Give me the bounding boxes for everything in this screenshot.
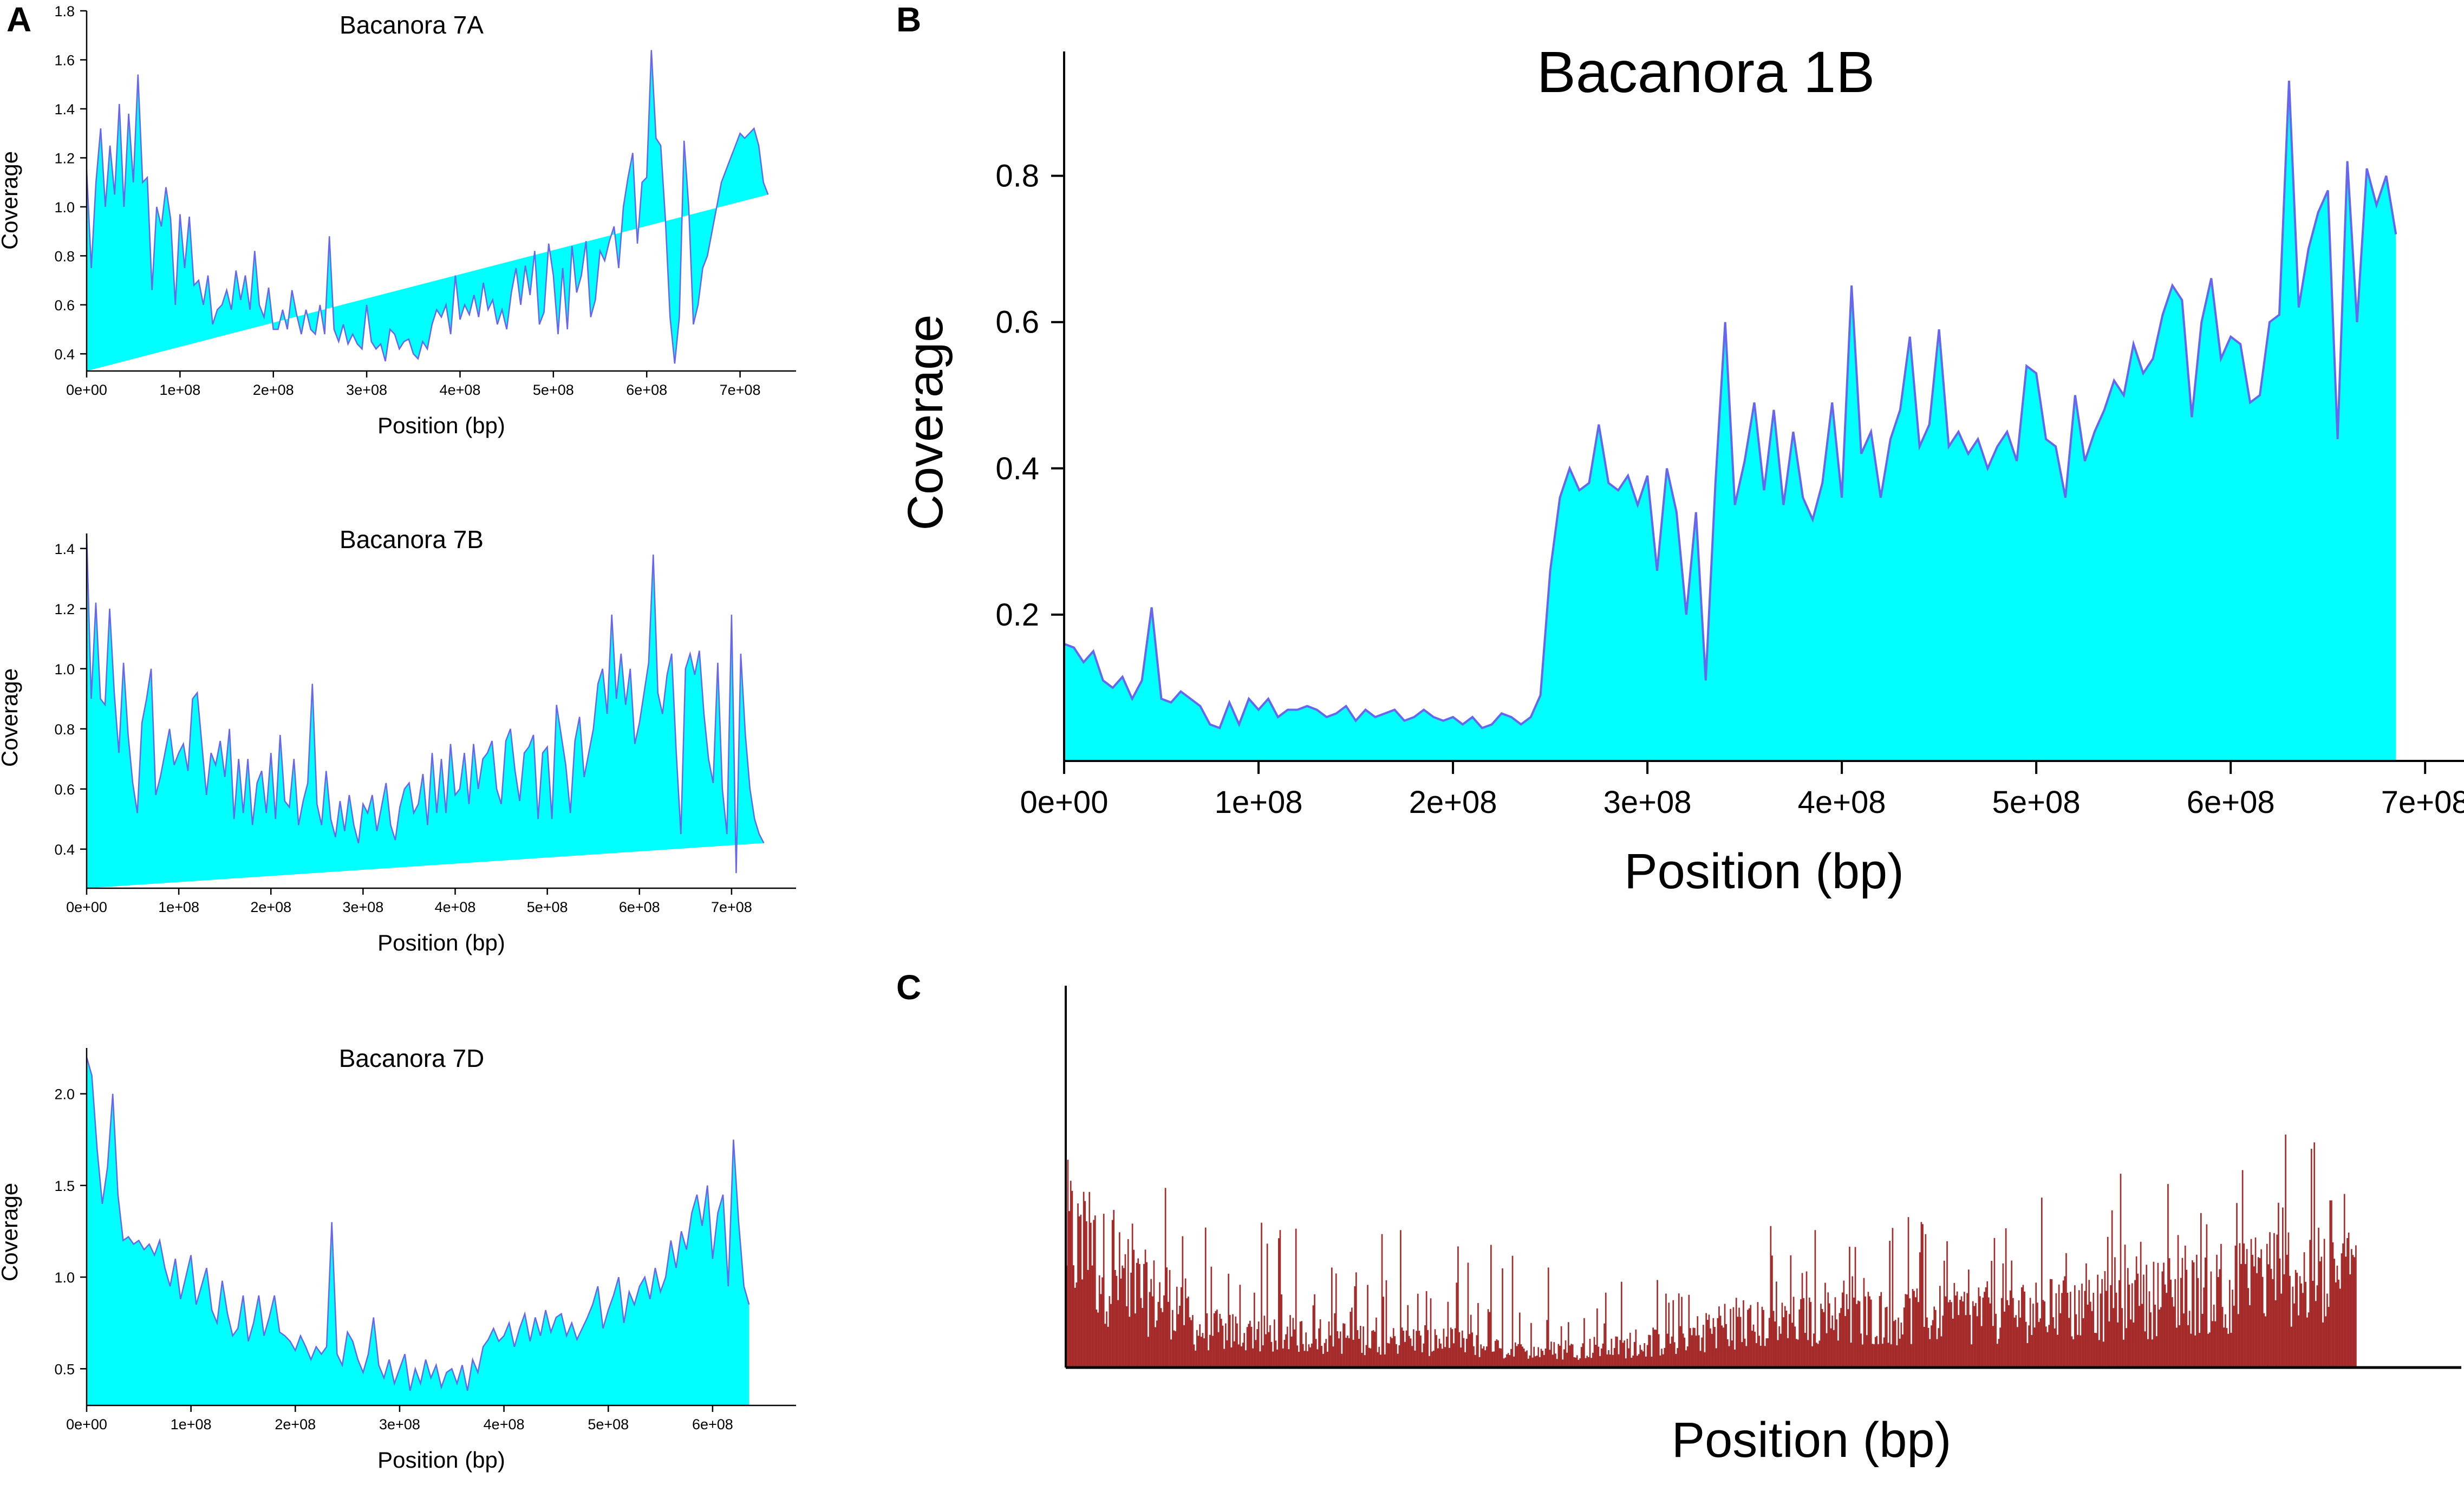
- y-axis-label: Coverage: [0, 668, 22, 767]
- chart-title: Bacanora 7A: [340, 11, 484, 39]
- x-tick-label: 3e+08: [379, 1416, 420, 1433]
- coverage-line: [86, 1057, 750, 1391]
- x-tick-label: 1e+08: [159, 382, 200, 398]
- chart-1b: 0e+00 1e+08 2e+08 3e+08 4e+08 5e+08 6e+08 7e+08…: [898, 39, 2464, 899]
- y-tick-label: 1.2: [54, 601, 75, 617]
- x-tick-label: 7e+08: [2381, 785, 2464, 820]
- x-tick-label: 4e+08: [440, 382, 481, 398]
- x-axis-label: Position (bp): [377, 930, 505, 955]
- x-tick-label: 1e+08: [1215, 785, 1303, 820]
- y-tick-label: 0.8: [54, 248, 75, 264]
- y-tick-label: 0.4: [54, 842, 75, 858]
- panel-letter-a: A: [6, 0, 31, 39]
- y-tick-label: 1.5: [54, 1178, 75, 1194]
- x-tick-label: 7e+08: [720, 382, 761, 398]
- y-tick-label: 1.0: [54, 661, 75, 678]
- x-tick-label: 5e+08: [527, 899, 568, 915]
- y-tick-label: 0.8: [995, 159, 1039, 194]
- chart-title: Bacanora 7D: [339, 1044, 485, 1072]
- x-tick-label: 6e+08: [2187, 785, 2275, 820]
- x-tick-label: 2e+08: [250, 899, 291, 915]
- y-tick-label: 1.8: [54, 3, 75, 19]
- x-tick-label: 3e+08: [346, 382, 387, 398]
- y-tick-label: 1.0: [54, 1269, 75, 1286]
- chart-7b: 0e+00 1e+08 2e+08 3e+08 4e+08 5e+08 6e+08 7e+08…: [0, 525, 796, 955]
- x-tick-label: 5e+08: [1992, 785, 2081, 820]
- y-tick-label: 2.0: [54, 1086, 75, 1103]
- y-tick-label: 1.2: [54, 150, 75, 166]
- x-tick-label: 4e+08: [484, 1416, 525, 1433]
- y-axis-label: Coverage: [0, 1183, 22, 1281]
- y-tick-label: 0.4: [54, 346, 75, 362]
- x-tick-label: 0e+00: [66, 899, 107, 915]
- chart-7a: 0e+00 1e+08 2e+08 3e+08 4e+08 5e+08 6e+08 7e+08…: [0, 3, 796, 438]
- x-tick-label: 6e+08: [692, 1416, 733, 1433]
- y-tick-label: 0.4: [995, 451, 1039, 486]
- coverage-area: [87, 533, 764, 888]
- x-tick-label: 0e+00: [66, 382, 107, 398]
- chart-c: Position (bp): [1065, 986, 2461, 1468]
- y-tick-label: 1.4: [54, 101, 75, 118]
- bar-series: [1066, 1134, 2357, 1368]
- y-tick-label: 0.2: [995, 597, 1039, 633]
- y-axis-label: Coverage: [898, 315, 953, 531]
- x-tick-label: 0e+00: [1020, 785, 1109, 820]
- y-tick-label: 0.5: [54, 1361, 75, 1377]
- y-tick-label: 0.6: [54, 782, 75, 798]
- y-tick-label: 1.6: [54, 52, 75, 68]
- coverage-area: [87, 50, 768, 371]
- coverage-line: [86, 533, 765, 874]
- y-tick-label: 1.0: [54, 199, 75, 216]
- chart-7d: 0e+00 1e+08 2e+08 3e+08 4e+08 5e+08 6e+08 0.5 1.…: [0, 1044, 796, 1473]
- x-tick-label: 0e+00: [66, 1416, 107, 1433]
- x-tick-label: 7e+08: [711, 899, 752, 915]
- y-axis-label: Coverage: [0, 151, 22, 250]
- x-axis-label: Position (bp): [1624, 844, 1904, 899]
- coverage-line: [1064, 80, 2397, 730]
- panel-letter-b: B: [896, 0, 921, 39]
- x-tick-label: 2e+08: [253, 382, 294, 398]
- x-tick-label: 4e+08: [1798, 785, 1886, 820]
- y-tick-label: 0.8: [54, 721, 75, 738]
- coverage-line: [86, 50, 769, 364]
- chart-title: Bacanora 1B: [1537, 39, 1875, 105]
- panel-letter-c: C: [896, 968, 921, 1007]
- x-axis-label: Position (bp): [1672, 1412, 1951, 1468]
- x-tick-label: 2e+08: [275, 1416, 316, 1433]
- x-tick-label: 3e+08: [342, 899, 383, 915]
- x-tick-label: 6e+08: [626, 382, 667, 398]
- x-tick-label: 5e+08: [588, 1416, 629, 1433]
- coverage-area: [87, 1057, 749, 1405]
- x-tick-label: 1e+08: [158, 899, 199, 915]
- y-tick-label: 0.6: [995, 305, 1039, 340]
- x-tick-label: 6e+08: [619, 899, 660, 915]
- y-tick-label: 1.4: [54, 541, 75, 557]
- x-tick-label: 1e+08: [171, 1416, 212, 1433]
- chart-title: Bacanora 7B: [340, 525, 484, 554]
- x-axis-label: Position (bp): [377, 1447, 505, 1473]
- x-axis-label: Position (bp): [377, 413, 505, 438]
- x-tick-label: 4e+08: [435, 899, 476, 915]
- x-tick-label: 5e+08: [533, 382, 574, 398]
- y-tick-label: 0.6: [54, 297, 75, 314]
- x-tick-label: 3e+08: [1603, 785, 1692, 820]
- x-tick-label: 2e+08: [1409, 785, 1497, 820]
